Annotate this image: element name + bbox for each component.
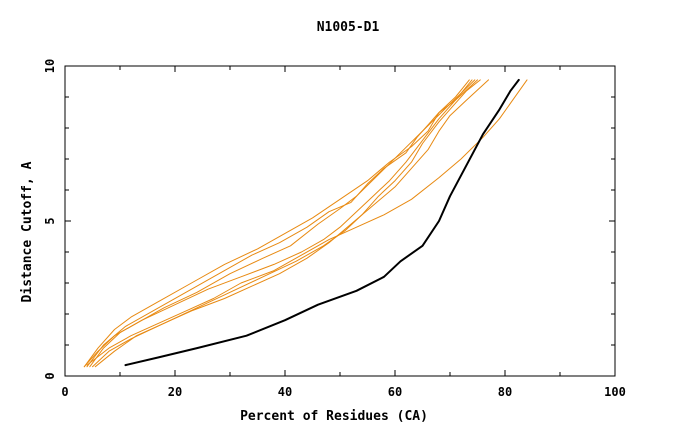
series-line [89,79,473,368]
series-line [92,79,481,368]
x-tick-label: 20 [168,385,182,399]
series-lines [83,78,528,368]
chart-title: N1005-D1 [317,20,380,35]
y-tick-label: 0 [43,372,57,379]
y-axis-title: Distance Cutoff, A [20,161,35,302]
y-tick-label: 5 [43,217,57,224]
x-tick-label: 0 [61,385,68,399]
x-tick-label: 60 [388,385,402,399]
axis-ticks [64,65,616,377]
plot-frame [64,65,616,377]
series-line [86,79,528,366]
x-tick-label: 100 [604,385,626,399]
plot-border [64,65,616,377]
series-line [83,79,476,368]
x-tick-label: 40 [278,385,292,399]
x-tick-label: 80 [498,385,512,399]
series-line [86,79,478,368]
tick-labels: 0 20 40 60 80 100 0 5 10 [43,59,626,399]
series-line [94,79,489,368]
y-tick-label: 10 [43,59,57,73]
series-line-highlight [124,78,520,367]
x-axis-title: Percent of Residues (CA) [240,409,428,424]
series-line [83,79,470,368]
